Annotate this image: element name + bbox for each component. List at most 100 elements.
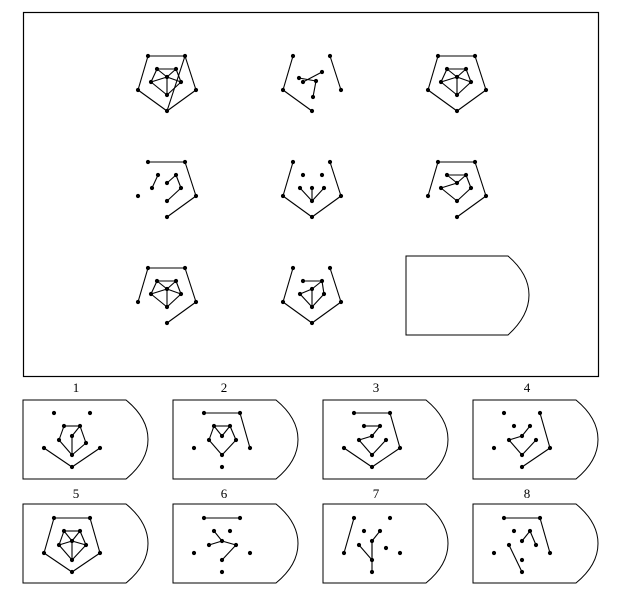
dot: [383, 545, 389, 551]
dot: [300, 172, 306, 178]
dot: [237, 410, 243, 416]
answer-label-2: 2: [220, 380, 228, 395]
edge: [150, 280, 158, 295]
dot: [87, 515, 93, 521]
missing-cell-placeholder[interactable]: [405, 255, 530, 336]
dot: [69, 433, 75, 439]
dot: [454, 108, 460, 114]
dot: [61, 423, 67, 429]
dot: [56, 542, 62, 548]
edge: [71, 442, 87, 456]
edge: [440, 187, 458, 202]
edge: [282, 89, 313, 112]
dot: [300, 278, 306, 284]
answer-label-1: 1: [72, 380, 80, 395]
dot: [309, 286, 315, 292]
cell-ans6: [191, 515, 253, 575]
cell-r3c1: [135, 265, 199, 326]
dot: [472, 53, 478, 59]
dot: [454, 198, 460, 204]
answer-option-7[interactable]: [322, 503, 449, 584]
edge: [150, 76, 168, 83]
cell-r1c3: [425, 53, 489, 114]
answer-label-6: 6: [220, 486, 228, 501]
edge: [71, 540, 87, 546]
edge: [166, 288, 182, 295]
edge: [58, 544, 73, 561]
matrix-cells: [135, 53, 489, 326]
edge: [58, 540, 73, 546]
dot: [383, 437, 389, 443]
dot: [154, 278, 160, 284]
edge: [221, 540, 237, 546]
dot: [219, 557, 225, 563]
edge: [221, 544, 237, 561]
edge: [184, 267, 197, 303]
edge: [427, 89, 458, 112]
edge: [79, 425, 87, 444]
dot: [280, 193, 286, 199]
cell-ans2: [191, 410, 253, 470]
cell-r2c3: [425, 159, 489, 220]
edge: [440, 81, 458, 96]
edge: [282, 267, 294, 303]
dot: [149, 185, 155, 191]
edge: [137, 267, 149, 303]
matrix-frame: [22, 11, 600, 378]
dot: [145, 53, 151, 59]
dot: [468, 79, 474, 85]
dot: [247, 445, 253, 451]
edge: [221, 425, 231, 437]
dot: [338, 299, 344, 305]
edge: [89, 517, 101, 554]
edge: [208, 425, 215, 441]
dot: [164, 180, 170, 186]
dot: [97, 550, 103, 556]
dot: [178, 185, 184, 191]
edge: [43, 447, 73, 468]
edge: [371, 447, 401, 468]
dot: [537, 410, 543, 416]
dot: [178, 79, 184, 85]
edge: [343, 517, 355, 554]
edge: [239, 412, 251, 449]
dot: [351, 410, 357, 416]
answer-option-1[interactable]: [22, 399, 149, 480]
edge: [150, 81, 168, 96]
edge: [389, 412, 401, 449]
dot: [69, 569, 75, 575]
edge: [440, 68, 448, 83]
dot: [83, 440, 89, 446]
edge: [71, 552, 101, 573]
cell-r2c1: [135, 159, 199, 220]
edge: [521, 425, 531, 437]
dot: [193, 193, 199, 199]
dot: [454, 74, 460, 80]
cell-r3c2: [280, 265, 344, 326]
dot: [155, 172, 161, 178]
dot: [211, 423, 217, 429]
dot: [519, 569, 525, 575]
dot: [338, 193, 344, 199]
dot: [145, 265, 151, 271]
dot: [369, 464, 375, 470]
dot: [41, 445, 47, 451]
edge: [298, 77, 317, 82]
dot: [219, 452, 225, 458]
dot: [233, 542, 239, 548]
dot: [309, 214, 315, 220]
edge: [440, 182, 458, 189]
dot: [527, 423, 533, 429]
edge: [58, 530, 65, 546]
dot: [483, 87, 489, 93]
dot: [219, 569, 225, 575]
dot: [501, 410, 507, 416]
edge: [311, 195, 342, 218]
dot: [438, 185, 444, 191]
edge: [175, 174, 182, 189]
dot: [527, 528, 533, 534]
dot: [206, 437, 212, 443]
edge: [166, 301, 197, 324]
dot: [191, 445, 197, 451]
